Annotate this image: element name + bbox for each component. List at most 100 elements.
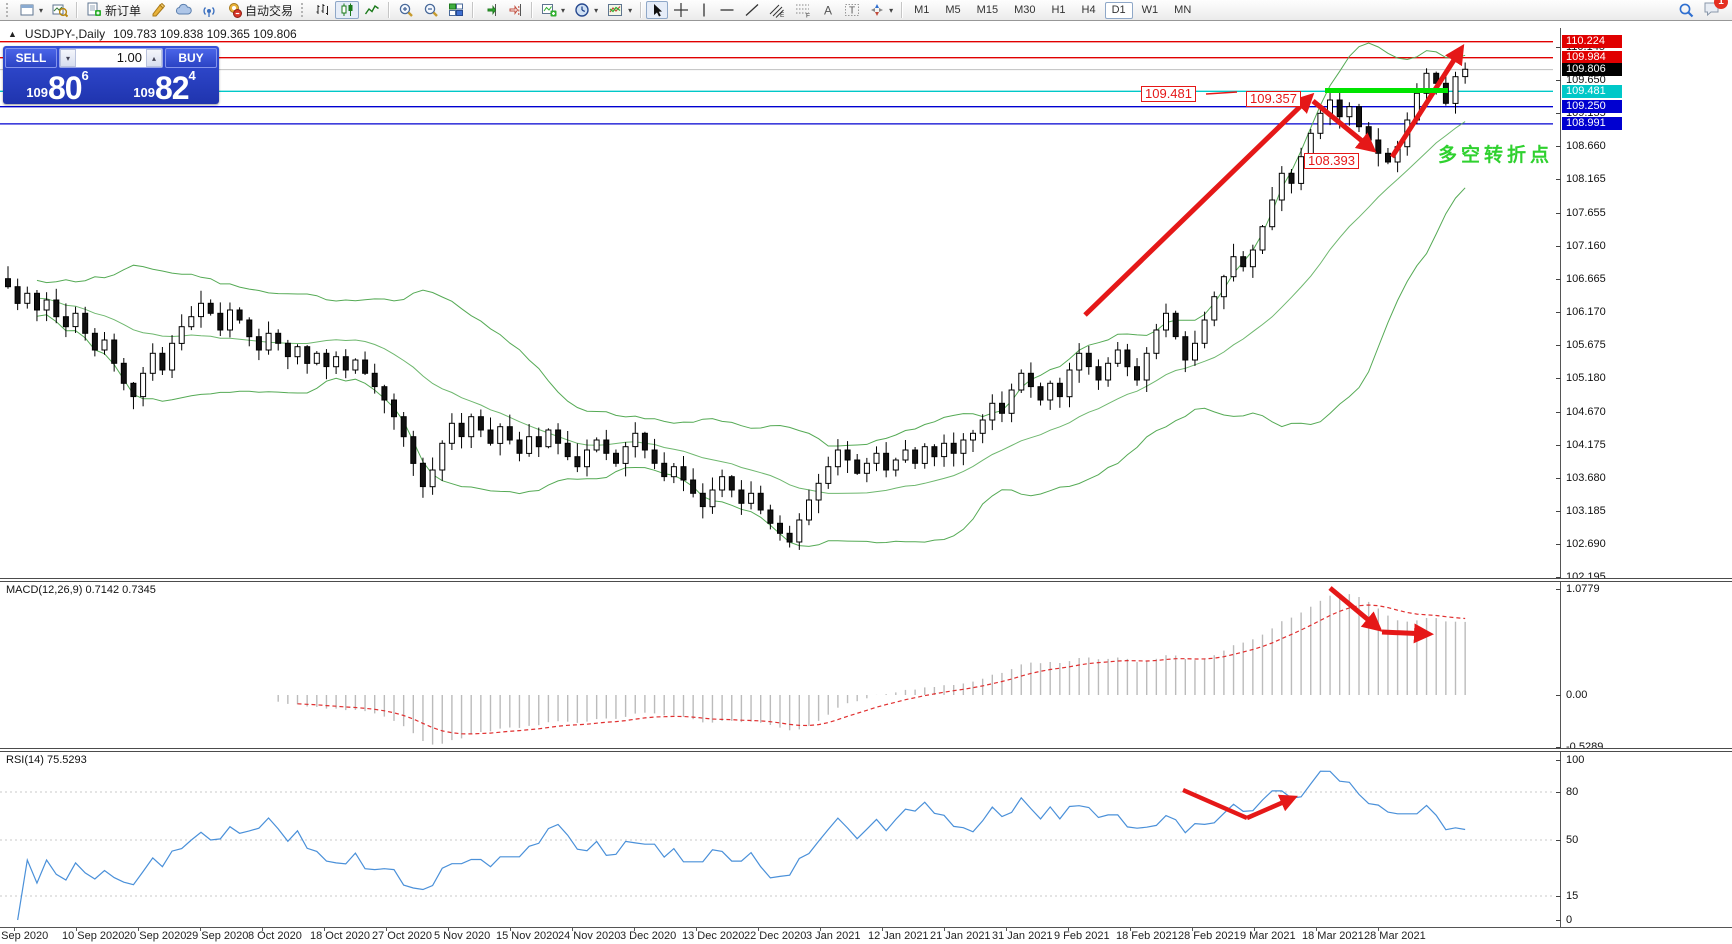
- candle-body: [535, 436, 542, 448]
- collapse-panel-icon[interactable]: ▲: [8, 29, 17, 39]
- price-tick-mark: [1556, 113, 1561, 114]
- notifications-button[interactable]: 1: [1703, 0, 1728, 20]
- fibonacci-tool-button[interactable]: F: [791, 1, 816, 19]
- signals-button[interactable]: [197, 1, 221, 19]
- equidistant-channel-tool-button[interactable]: E: [765, 1, 790, 19]
- candlestick-chart-type-button[interactable]: [335, 1, 360, 19]
- rsi-arrow-up[interactable]: [1246, 794, 1298, 821]
- trendline-tool-button[interactable]: [740, 1, 764, 19]
- zoom-in-button[interactable]: [394, 1, 418, 19]
- crayon-button[interactable]: [146, 1, 170, 19]
- mql5-community-button[interactable]: [171, 1, 196, 19]
- timeframe-button-M30[interactable]: M30: [1014, 3, 1036, 16]
- macd-indicator-canvas[interactable]: [0, 582, 1553, 748]
- buy-button[interactable]: BUY: [165, 48, 217, 68]
- new-order-button[interactable]: 新订单: [82, 1, 145, 19]
- candle-body: [1385, 152, 1391, 163]
- candle-body: [613, 452, 619, 464]
- price-chart-canvas[interactable]: [0, 37, 1553, 580]
- add-indicator-button[interactable]: ▾: [537, 1, 569, 19]
- templates-button[interactable]: ▾: [603, 1, 636, 19]
- trend-arrow-up-1[interactable]: [1083, 92, 1315, 317]
- trend-arrow-up-2[interactable]: [1389, 43, 1465, 159]
- rsi-arrow-down[interactable]: [1182, 787, 1248, 821]
- price-flag: 109.481: [1562, 85, 1622, 98]
- rsi-indicator-canvas[interactable]: [0, 752, 1553, 927]
- new-chart-button[interactable]: ▾: [15, 1, 47, 19]
- volume-value[interactable]: 1.00: [116, 50, 142, 65]
- chart-note-text[interactable]: 多空转折点: [1438, 145, 1554, 166]
- timeframe-button-W1[interactable]: W1: [1141, 3, 1159, 16]
- candle-body: [342, 356, 349, 371]
- templates-icon: [608, 4, 623, 16]
- timeframe-button-H4[interactable]: H4: [1081, 3, 1096, 16]
- bar-chart-type-button[interactable]: [310, 1, 334, 19]
- price-annotation-2[interactable]: 109.357: [1246, 91, 1301, 107]
- chart-shift-button[interactable]: [503, 1, 527, 19]
- auto-scroll-button[interactable]: [478, 1, 502, 19]
- symbol-period-label: USDJPY-,Daily: [24, 27, 106, 41]
- candle-body: [1124, 349, 1131, 368]
- macd-arrow-down[interactable]: [1328, 586, 1383, 632]
- candle-body: [1423, 72, 1430, 94]
- timeframe-button-D1[interactable]: D1: [1104, 1, 1133, 19]
- macd-pane-splitter[interactable]: [0, 578, 1732, 582]
- tile-windows-button[interactable]: [444, 1, 468, 19]
- timeframe-button-MN[interactable]: MN: [1174, 3, 1192, 16]
- buy-price[interactable]: 109 82 4: [133, 68, 196, 106]
- timeframe-button-M15[interactable]: M15: [976, 3, 999, 16]
- volume-increase-button[interactable]: ▴: [146, 49, 162, 67]
- text-label-tool-button[interactable]: T: [840, 1, 864, 19]
- candle-body: [651, 449, 658, 464]
- rsi-line: [17, 770, 1466, 921]
- vertical-line-tool-button[interactable]: [694, 1, 714, 19]
- crosshair-tool-button[interactable]: [669, 1, 693, 19]
- timeframe-button-H1[interactable]: H1: [1051, 3, 1066, 16]
- toolbar-separator: [901, 2, 904, 18]
- date-axis-label: 22 Dec 2020: [744, 930, 807, 942]
- candle-body: [1095, 366, 1102, 381]
- timeframe-button-M5[interactable]: M5: [945, 3, 961, 16]
- date-axis-label: 9 Feb 2021: [1054, 930, 1110, 942]
- text-tool-button[interactable]: A: [817, 1, 839, 19]
- line-chart-type-button[interactable]: [360, 1, 384, 19]
- profiles-icon: [52, 4, 69, 18]
- macd-arrow-flat[interactable]: [1381, 623, 1434, 644]
- sell-price[interactable]: 109 80 6: [26, 68, 89, 106]
- date-axis-label: 12 Jan 2021: [868, 930, 929, 942]
- timeframe-button-M1[interactable]: M1: [914, 3, 930, 16]
- zoom-out-button[interactable]: [419, 1, 443, 19]
- candle-body: [458, 422, 465, 438]
- cursor-tool-button[interactable]: [646, 1, 669, 19]
- rsi-pane-splitter[interactable]: [0, 748, 1732, 752]
- arrows-tool-button[interactable]: ▾: [865, 1, 897, 19]
- support-zone-bar[interactable]: [1325, 88, 1448, 93]
- candle-body: [255, 336, 262, 351]
- candle-body: [1172, 312, 1179, 338]
- candle-body: [545, 429, 552, 448]
- volume-decrease-button[interactable]: ▾: [60, 49, 76, 67]
- auto-trading-button[interactable]: 自动交易: [222, 1, 297, 19]
- signals-icon: [203, 7, 215, 17]
- candle-body: [101, 339, 108, 351]
- date-tick-mark: [76, 927, 77, 931]
- price-annotation-3[interactable]: 108.393: [1304, 153, 1359, 169]
- search-icon[interactable]: [1678, 2, 1695, 19]
- candle-body: [796, 519, 803, 543]
- sell-button[interactable]: SELL: [5, 48, 57, 68]
- candle-body: [834, 449, 841, 468]
- candle-body: [111, 339, 118, 364]
- candle-body: [24, 292, 31, 304]
- horizontal-line-tool-button[interactable]: [715, 1, 739, 19]
- new-order-icon: [87, 2, 102, 16]
- period-button[interactable]: ▾: [570, 1, 602, 19]
- new-order-label: 新订单: [105, 3, 142, 18]
- bollinger-lower-band: [36, 187, 1466, 547]
- price-annotation-1[interactable]: 109.481: [1141, 86, 1196, 102]
- trend-arrow-down[interactable]: [1311, 99, 1377, 153]
- profiles-button[interactable]: [48, 1, 72, 19]
- candle-body: [246, 319, 253, 338]
- rsi-label: RSI(14) 75.5293: [6, 754, 87, 766]
- date-tick-mark: [820, 927, 821, 931]
- candle-body: [313, 352, 320, 364]
